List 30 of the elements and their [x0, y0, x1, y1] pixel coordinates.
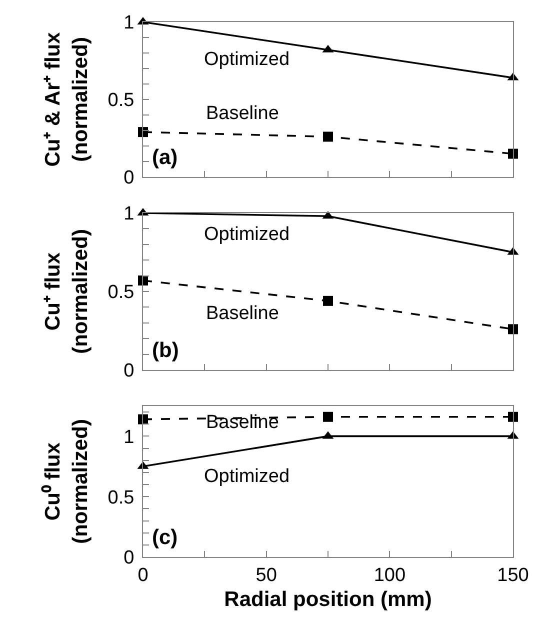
series-label: Optimized: [204, 466, 290, 487]
x-tick-label: 150: [497, 564, 529, 586]
point: [508, 148, 518, 159]
annotation: (a): [152, 146, 178, 169]
point: [508, 324, 518, 334]
x-tick-label: 100: [374, 564, 406, 586]
series-label: Optimized: [204, 49, 290, 70]
y-tick-label: 1: [124, 426, 134, 448]
y-tick-label: 0.5: [108, 90, 134, 112]
y-axis-title: Cu⁺ & Ar⁺ flux (normalized): [42, 32, 92, 167]
annotation: (c): [152, 526, 178, 549]
series-label: Baseline: [206, 412, 279, 433]
x-tick-label: 50: [256, 564, 277, 586]
series-label: Baseline: [206, 303, 279, 324]
y-tick-label: 0: [124, 360, 134, 382]
y-tick-label: 1: [124, 204, 134, 225]
series-label: Optimized: [204, 224, 290, 245]
y-tick-label: 0: [124, 168, 134, 189]
x-tick-label: 0: [138, 564, 148, 586]
y-tick-label: 0.5: [108, 282, 134, 304]
y-tick-label: 0: [124, 548, 134, 569]
y-axis-title: Cu⁰ flux (normalized): [40, 419, 92, 544]
series-label: Baseline: [206, 103, 279, 124]
y-axis-title: Cu⁺ flux (normalized): [42, 229, 92, 354]
point: [323, 296, 333, 306]
annotation: (b): [152, 339, 179, 362]
y-tick-label: 1: [124, 12, 134, 34]
y-tick-label: 0.5: [108, 487, 134, 508]
x-axis-title: Radial position (mm): [224, 588, 432, 611]
point: [323, 132, 333, 142]
